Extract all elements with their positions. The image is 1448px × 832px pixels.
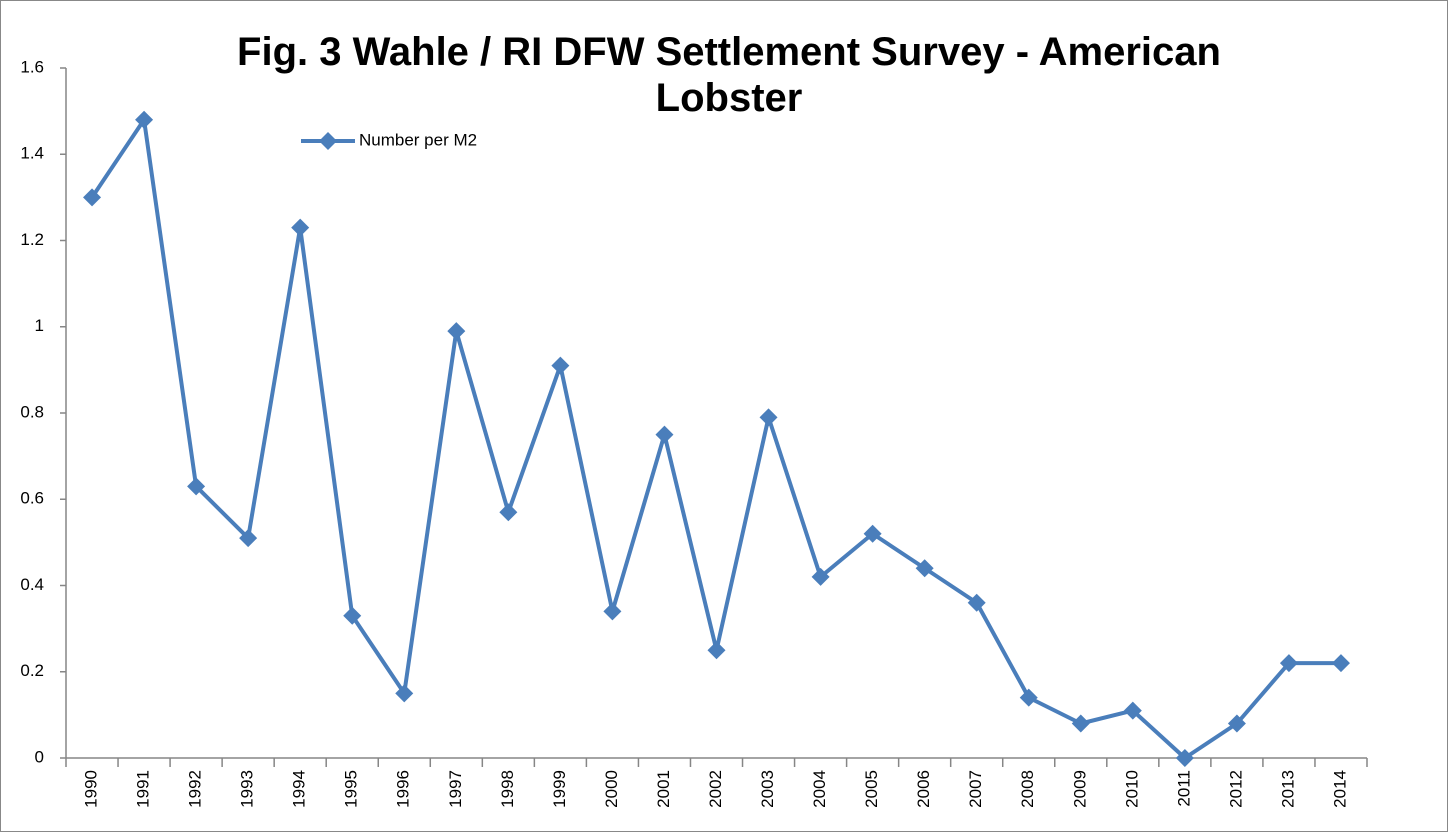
x-tick-label: 1991 bbox=[134, 770, 153, 808]
x-tick-label: 2002 bbox=[706, 770, 725, 808]
x-tick-label: 2012 bbox=[1226, 770, 1245, 808]
chart-title: Fig. 3 Wahle / RI DFW Settlement Survey … bbox=[237, 30, 1221, 120]
x-tick-label: 1997 bbox=[446, 770, 465, 808]
marker bbox=[1279, 654, 1298, 673]
marker bbox=[655, 425, 674, 444]
marker bbox=[967, 593, 986, 612]
x-tick-label: 2004 bbox=[810, 770, 829, 808]
x-tick-label: 1998 bbox=[498, 770, 517, 808]
marker bbox=[187, 477, 206, 496]
y-tick-label: 0 bbox=[35, 747, 44, 766]
x-tick-label: 2006 bbox=[914, 770, 933, 808]
x-tick-label: 2003 bbox=[758, 770, 777, 808]
marker bbox=[447, 322, 466, 341]
marker bbox=[83, 188, 102, 207]
marker bbox=[551, 356, 570, 375]
marker bbox=[759, 408, 778, 427]
y-tick-label: 0.2 bbox=[20, 661, 44, 680]
x-tick-label: 2007 bbox=[966, 770, 985, 808]
marker bbox=[135, 110, 154, 129]
y-tick-label: 1 bbox=[35, 316, 44, 335]
x-tick-label: 2001 bbox=[654, 770, 673, 808]
marker bbox=[863, 524, 882, 543]
x-tick-label: 2010 bbox=[1122, 770, 1141, 808]
legend-marker bbox=[319, 132, 337, 150]
marker bbox=[1227, 714, 1246, 733]
marker bbox=[1071, 714, 1090, 733]
series-line bbox=[90, 117, 1341, 760]
y-tick-label: 0.6 bbox=[20, 489, 44, 508]
y-tick-label: 1.6 bbox=[20, 57, 44, 76]
marker bbox=[1175, 749, 1194, 767]
x-tick-label: 2008 bbox=[1018, 770, 1037, 808]
marker bbox=[915, 559, 934, 578]
marker bbox=[291, 218, 310, 237]
x-tick-label: 2000 bbox=[602, 770, 621, 808]
y-tick-label: 0.8 bbox=[20, 402, 44, 421]
x-tick-label: 1990 bbox=[82, 770, 101, 808]
x-tick-label: 1993 bbox=[238, 770, 257, 808]
marker bbox=[395, 684, 414, 703]
marker bbox=[1331, 654, 1350, 673]
y-tick-label: 1.2 bbox=[20, 230, 44, 249]
x-tick-label: 2005 bbox=[862, 770, 881, 808]
x-tick-label: 2014 bbox=[1330, 770, 1349, 808]
x-tick-label: 1994 bbox=[290, 770, 309, 808]
x-tick-label: 1999 bbox=[550, 770, 569, 808]
x-tick-label: 2011 bbox=[1174, 770, 1193, 807]
x-tick-label: 1996 bbox=[394, 770, 413, 808]
legend-label: Number per M2 bbox=[359, 130, 477, 149]
marker bbox=[603, 602, 622, 621]
marker bbox=[811, 567, 830, 586]
x-tick-label: 1995 bbox=[342, 770, 361, 808]
y-tick-label: 1.4 bbox=[20, 144, 44, 163]
marker bbox=[343, 606, 362, 625]
marker bbox=[239, 529, 258, 548]
x-tick-label: 2009 bbox=[1070, 770, 1089, 808]
x-tick-label: 1992 bbox=[186, 770, 205, 808]
marker bbox=[1123, 701, 1142, 720]
marker bbox=[499, 503, 518, 522]
x-tick-label: 2013 bbox=[1278, 770, 1297, 808]
marker bbox=[1019, 688, 1038, 707]
marker bbox=[707, 641, 726, 660]
y-tick-label: 0.4 bbox=[20, 575, 44, 594]
